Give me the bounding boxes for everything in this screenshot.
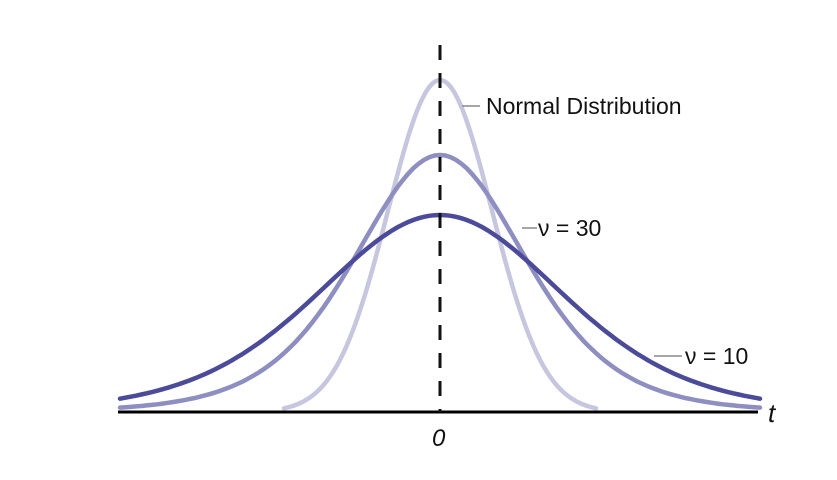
normal-distribution-label: Normal Distribution [486, 93, 682, 119]
nu-10-label: ν = 10 [685, 343, 748, 369]
nu-30-curve [117, 152, 763, 410]
zero-tick-label: 0 [432, 425, 446, 452]
nu-30-label: ν = 30 [538, 215, 601, 241]
t-axis-label: t [768, 398, 777, 428]
